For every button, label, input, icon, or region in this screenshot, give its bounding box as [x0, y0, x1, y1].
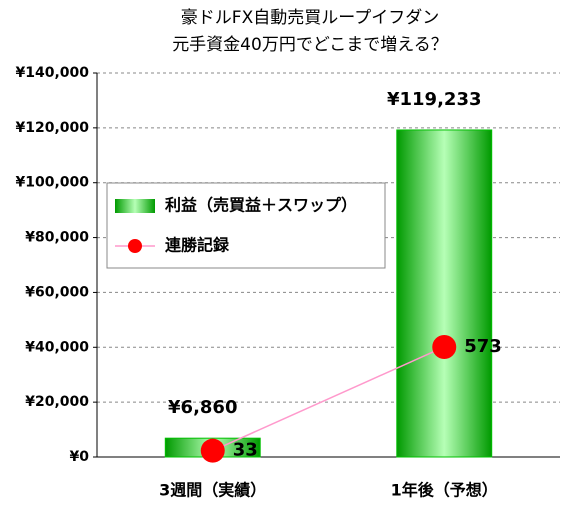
- y-tick-label: ¥0: [70, 449, 90, 465]
- y-tick-label: ¥40,000: [25, 339, 89, 355]
- value-label: 573: [464, 336, 502, 357]
- bar: [396, 129, 493, 458]
- marker: [200, 438, 225, 463]
- y-tick-label: ¥80,000: [25, 230, 89, 246]
- y-tick-label: ¥60,000: [25, 284, 89, 300]
- legend-swatch: [128, 239, 142, 253]
- y-tick-label: ¥20,000: [25, 394, 89, 410]
- line: [212, 346, 445, 452]
- chart-title: 元手資金40万円でどこまで増える？: [172, 35, 448, 55]
- x-tick-label: 3週間（実績）: [159, 481, 266, 500]
- legend-box: [106, 182, 386, 269]
- value-label: ¥119,233: [387, 89, 482, 110]
- value-label: 33: [233, 440, 258, 461]
- value-label: ¥6,860: [168, 397, 237, 418]
- x-tick-label: 1年後（予想）: [391, 481, 498, 500]
- y-tick-label: ¥140,000: [15, 65, 89, 81]
- y-tick-label: ¥100,000: [15, 175, 89, 191]
- chart-title: 豪ドルFX自動売買ループイフダン: [181, 7, 439, 28]
- legend-label: 連勝記録: [165, 236, 230, 255]
- y-tick-label: ¥120,000: [15, 120, 89, 136]
- legend-swatch: [115, 199, 155, 213]
- legend-label: 利益（売買益＋スワップ）: [165, 196, 357, 215]
- marker: [432, 334, 457, 359]
